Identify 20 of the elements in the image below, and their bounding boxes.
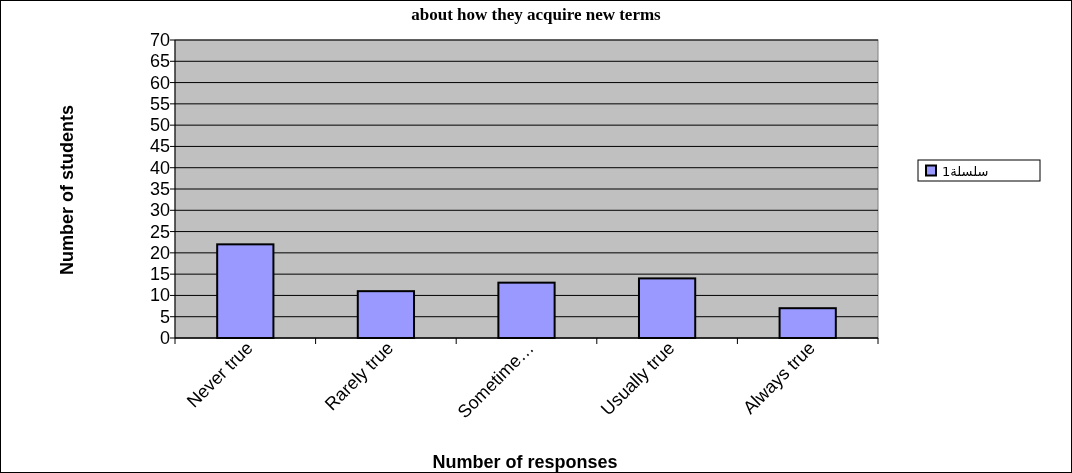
legend-label: سلسلة1: [942, 163, 989, 179]
y-tick-label: 70: [149, 30, 170, 50]
y-tick-label: 25: [149, 221, 170, 242]
legend: سلسلة1: [917, 159, 1041, 182]
y-tick-label: 5: [159, 306, 170, 327]
y-tick-label: 10: [149, 285, 170, 306]
y-tick-label: 60: [149, 72, 170, 93]
y-axis-title: Number of students: [57, 104, 77, 276]
y-tick-label: 35: [149, 179, 170, 199]
y-tick-label: 20: [149, 242, 170, 263]
x-axis-title: Number of responses: [432, 452, 618, 472]
y-tick-label: 50: [149, 115, 170, 136]
y-tick-label: 40: [149, 157, 170, 178]
y-tick-label: 55: [149, 93, 170, 114]
y-tick-label: 65: [149, 51, 170, 72]
chart-title: about how they acquire new terms: [411, 5, 662, 24]
y-tick-label: 15: [149, 264, 170, 285]
y-tick-label: 45: [149, 136, 170, 157]
y-tick-label: 0: [159, 328, 170, 348]
y-tick-label: 30: [149, 200, 170, 221]
